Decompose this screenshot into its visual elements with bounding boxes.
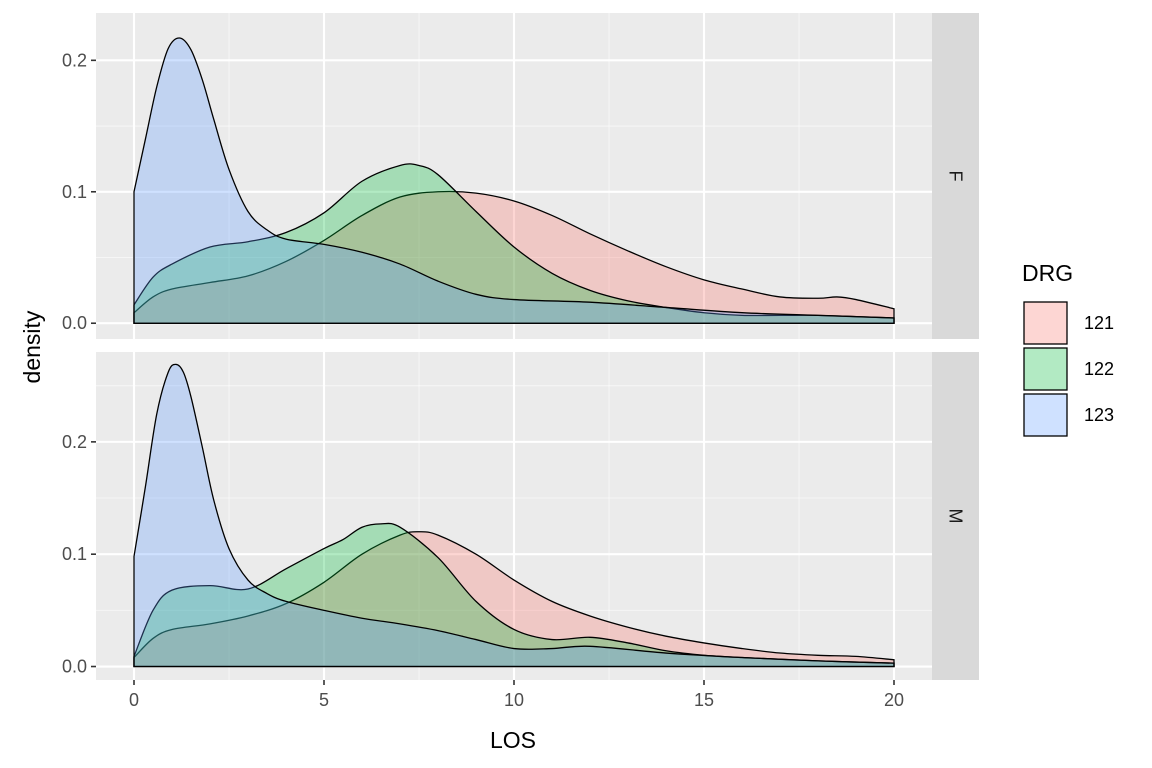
- y-tick-label: 0.2: [62, 432, 87, 452]
- y-tick-label: 0.0: [62, 657, 87, 677]
- legend-label-123: 123: [1084, 405, 1114, 425]
- facet-panel-f: 0.0 0.1 0.2 F: [62, 13, 979, 339]
- x-axis-title: LOS: [490, 727, 536, 753]
- x-tick-label: 20: [884, 690, 904, 710]
- legend: DRG 121 122 123: [1022, 260, 1114, 437]
- legend-key-122: [1023, 347, 1068, 391]
- density-area-121: [133, 190, 895, 324]
- y-tick-label: 0.1: [62, 182, 87, 202]
- legend-label-122: 122: [1084, 359, 1114, 379]
- density-area-123: [133, 363, 895, 668]
- density-areas: [133, 363, 895, 668]
- facet-panel-m: 0.0 0.1 0.2 M: [62, 352, 979, 680]
- x-tick-label: 10: [504, 690, 524, 710]
- x-tick-label: 15: [694, 690, 714, 710]
- x-axis: 0 5 10 15 20: [129, 680, 904, 710]
- y-tick-label: 0.1: [62, 544, 87, 564]
- y-axis: 0.0 0.1 0.2: [62, 432, 96, 677]
- legend-keys: 121 122 123: [1023, 301, 1114, 437]
- facet-strip-f: [932, 13, 979, 339]
- facet-strip-label: M: [946, 509, 966, 524]
- y-tick-label: 0.0: [62, 313, 87, 333]
- y-axis: 0.0 0.1 0.2: [62, 50, 96, 333]
- density-area-121: [133, 531, 895, 668]
- legend-key-121: [1023, 301, 1068, 345]
- legend-label-121: 121: [1084, 313, 1114, 333]
- x-tick-label: 5: [319, 690, 329, 710]
- density-area-123: [133, 37, 895, 324]
- density-areas: [133, 37, 895, 324]
- x-tick-label: 0: [129, 690, 139, 710]
- y-axis-title: density: [19, 310, 45, 383]
- legend-title: DRG: [1022, 260, 1073, 286]
- y-tick-label: 0.2: [62, 50, 87, 70]
- legend-key-123: [1023, 393, 1068, 437]
- facet-strip-label: F: [946, 171, 966, 182]
- facet-strip-m: [932, 352, 979, 680]
- density-area-122: [133, 163, 895, 324]
